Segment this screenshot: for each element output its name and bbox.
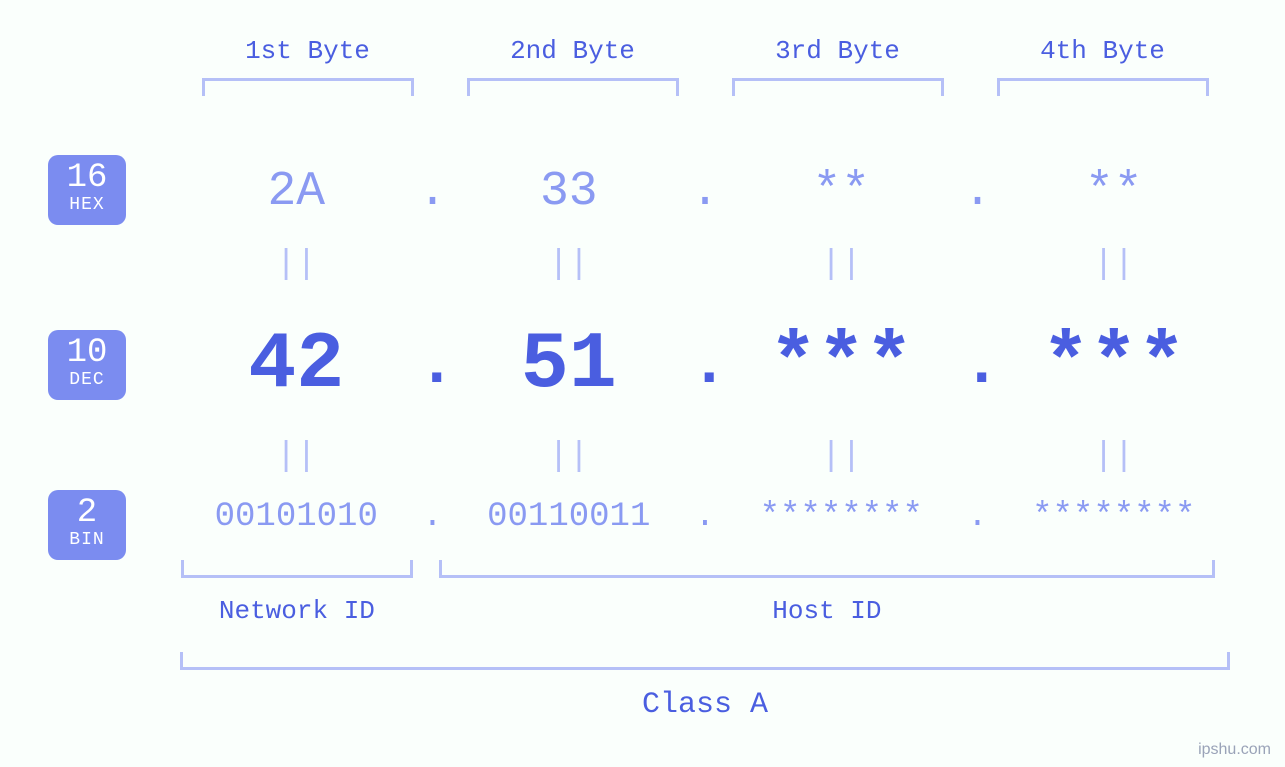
- separator-dot: .: [690, 330, 720, 402]
- bracket-top-icon: [997, 78, 1209, 96]
- hex-byte-1: 2A: [175, 165, 418, 219]
- separator-dot: .: [690, 498, 720, 536]
- separator-dot: .: [963, 165, 993, 219]
- bracket-top-icon: [467, 78, 679, 96]
- hex-byte-2: 33: [448, 165, 691, 219]
- hex-byte-4: **: [993, 165, 1236, 219]
- bracket-top-icon: [732, 78, 944, 96]
- byte-header-2: 2nd Byte: [440, 36, 705, 66]
- dec-badge-label: DEC: [48, 370, 126, 392]
- bin-badge-label: BIN: [48, 530, 126, 552]
- dec-base: 10: [48, 336, 126, 370]
- dec-row: 42 . 51 . *** . ***: [175, 320, 1235, 411]
- bottom-section: Network ID Host ID Class A: [175, 560, 1235, 722]
- separator-dot: .: [418, 330, 448, 402]
- class-bracket: [175, 652, 1235, 674]
- separator-dot: .: [690, 165, 720, 219]
- network-id-label: Network ID: [175, 596, 419, 626]
- byte-header-3: 3rd Byte: [705, 36, 970, 66]
- equals-icon: ||: [993, 246, 1236, 284]
- bracket-bottom-icon: [180, 652, 1229, 670]
- dec-byte-1: 42: [175, 320, 418, 411]
- separator-dot: .: [418, 498, 448, 536]
- bracket-bottom-icon: [181, 560, 413, 578]
- equals-icon: ||: [448, 246, 691, 284]
- equals-icon: ||: [175, 246, 418, 284]
- hex-base: 16: [48, 161, 126, 195]
- dec-byte-4: ***: [993, 320, 1236, 411]
- dec-byte-3: ***: [720, 320, 963, 411]
- byte-header-4: 4th Byte: [970, 36, 1235, 66]
- equals-icon: ||: [448, 438, 691, 476]
- separator-dot: .: [963, 330, 993, 402]
- bin-badge: 2 BIN: [48, 490, 126, 560]
- dec-badge: 10 DEC: [48, 330, 126, 400]
- byte-header-1: 1st Byte: [175, 36, 440, 66]
- bracket-bottom-icon: [439, 560, 1214, 578]
- hex-byte-3: **: [720, 165, 963, 219]
- bin-base: 2: [48, 496, 126, 530]
- equals-icon: ||: [720, 438, 963, 476]
- id-brackets: [175, 560, 1235, 582]
- bin-byte-2: 00110011: [448, 498, 691, 536]
- class-label: Class A: [175, 688, 1235, 722]
- watermark: ipshu.com: [1198, 741, 1271, 759]
- hex-badge-label: HEX: [48, 195, 126, 217]
- host-id-label: Host ID: [419, 596, 1235, 626]
- bracket-top-icon: [202, 78, 414, 96]
- id-labels: Network ID Host ID: [175, 596, 1235, 626]
- equals-row-1: || || || ||: [175, 246, 1235, 284]
- dec-byte-2: 51: [448, 320, 691, 411]
- equals-icon: ||: [720, 246, 963, 284]
- separator-dot: .: [418, 165, 448, 219]
- top-brackets: [175, 78, 1235, 102]
- bin-byte-4: ********: [993, 498, 1236, 536]
- separator-dot: .: [963, 498, 993, 536]
- byte-headers-row: 1st Byte 2nd Byte 3rd Byte 4th Byte: [175, 36, 1235, 66]
- equals-icon: ||: [993, 438, 1236, 476]
- hex-row: 2A . 33 . ** . **: [175, 165, 1235, 219]
- bin-row: 00101010 . 00110011 . ******** . *******…: [175, 498, 1235, 536]
- equals-icon: ||: [175, 438, 418, 476]
- bin-byte-1: 00101010: [175, 498, 418, 536]
- bin-byte-3: ********: [720, 498, 963, 536]
- ip-diagram: 1st Byte 2nd Byte 3rd Byte 4th Byte 16 H…: [0, 0, 1285, 767]
- hex-badge: 16 HEX: [48, 155, 126, 225]
- equals-row-2: || || || ||: [175, 438, 1235, 476]
